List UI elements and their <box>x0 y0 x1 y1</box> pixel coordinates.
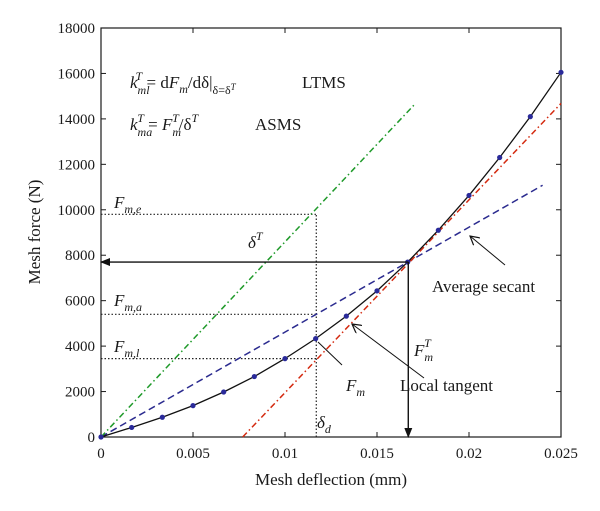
data-point <box>435 227 441 233</box>
x-tick-label: 0.005 <box>176 446 210 462</box>
x-tick-label: 0 <box>97 446 105 462</box>
x-tick-label: 0.02 <box>456 446 482 462</box>
ltms-formula: kmlT = dFm/dδ|δ=δT <box>130 69 237 97</box>
f-m-t-label: FmT <box>413 336 433 364</box>
y-tick-label: 18000 <box>58 21 96 37</box>
average-secant-pointer <box>470 236 506 266</box>
average-secant-label: Average secant <box>432 277 535 296</box>
data-point <box>466 192 472 199</box>
ltms-label: LTMS <box>302 73 346 92</box>
arrows-layer <box>100 258 413 438</box>
y-tick-label: 10000 <box>58 203 96 219</box>
f-me-label: Fm,e <box>113 193 142 216</box>
y-tick-label: 4000 <box>65 339 95 355</box>
data-point <box>221 389 227 395</box>
y-axis-ticks: 0 2000 4000 6000 8000 10000 12000 14000 16000 180… <box>58 21 561 446</box>
plot-frame <box>100 27 562 438</box>
y-tick-label: 12000 <box>58 157 96 173</box>
series-line <box>100 104 415 438</box>
data-point <box>313 336 319 342</box>
y-tick-label: 16000 <box>58 66 96 82</box>
asms-label: ASMS <box>255 115 301 134</box>
y-tick-label: 8000 <box>65 248 95 264</box>
data-point <box>98 434 104 440</box>
f-m-label: Fm <box>345 376 365 399</box>
data-point <box>374 288 380 294</box>
data-point <box>497 154 503 161</box>
data-point <box>558 69 564 75</box>
data-point <box>159 414 165 420</box>
f-ml-label: Fm,l <box>113 337 140 360</box>
series-line <box>100 184 543 438</box>
f-ma-label: Fm,a <box>113 291 142 314</box>
local-tangent-label: Local tangent <box>400 376 493 395</box>
reference-lines <box>101 213 317 437</box>
y-axis-title: Mesh force (N) <box>25 180 44 285</box>
data-point <box>282 356 288 362</box>
x-axis-title: Mesh deflection (mm) <box>255 470 407 489</box>
x-axis-ticks: 0 0.005 0.01 0.015 0.02 0.025 <box>97 28 578 462</box>
series-layer <box>98 69 564 440</box>
x-tick-label: 0.01 <box>272 446 298 462</box>
data-point <box>190 403 196 409</box>
delta-d-label: δd <box>317 413 332 436</box>
data-point <box>129 424 135 431</box>
x-tick-label: 0.025 <box>544 446 578 462</box>
x-tick-label: 0.015 <box>360 446 394 462</box>
data-point <box>527 114 533 120</box>
local-tangent-pointer <box>352 324 425 379</box>
y-tick-label: 14000 <box>58 112 96 128</box>
y-tick-label: 0 <box>88 430 96 446</box>
series-line <box>242 102 562 438</box>
y-tick-label: 6000 <box>65 294 95 310</box>
f-m-pointer <box>317 341 343 366</box>
delta-t-label: δT <box>248 229 264 252</box>
y-tick-label: 2000 <box>65 385 95 401</box>
data-point <box>343 313 349 319</box>
series-line <box>100 71 562 438</box>
data-point <box>251 373 257 380</box>
asms-formula: kmaT = FmT/δT <box>130 111 200 139</box>
